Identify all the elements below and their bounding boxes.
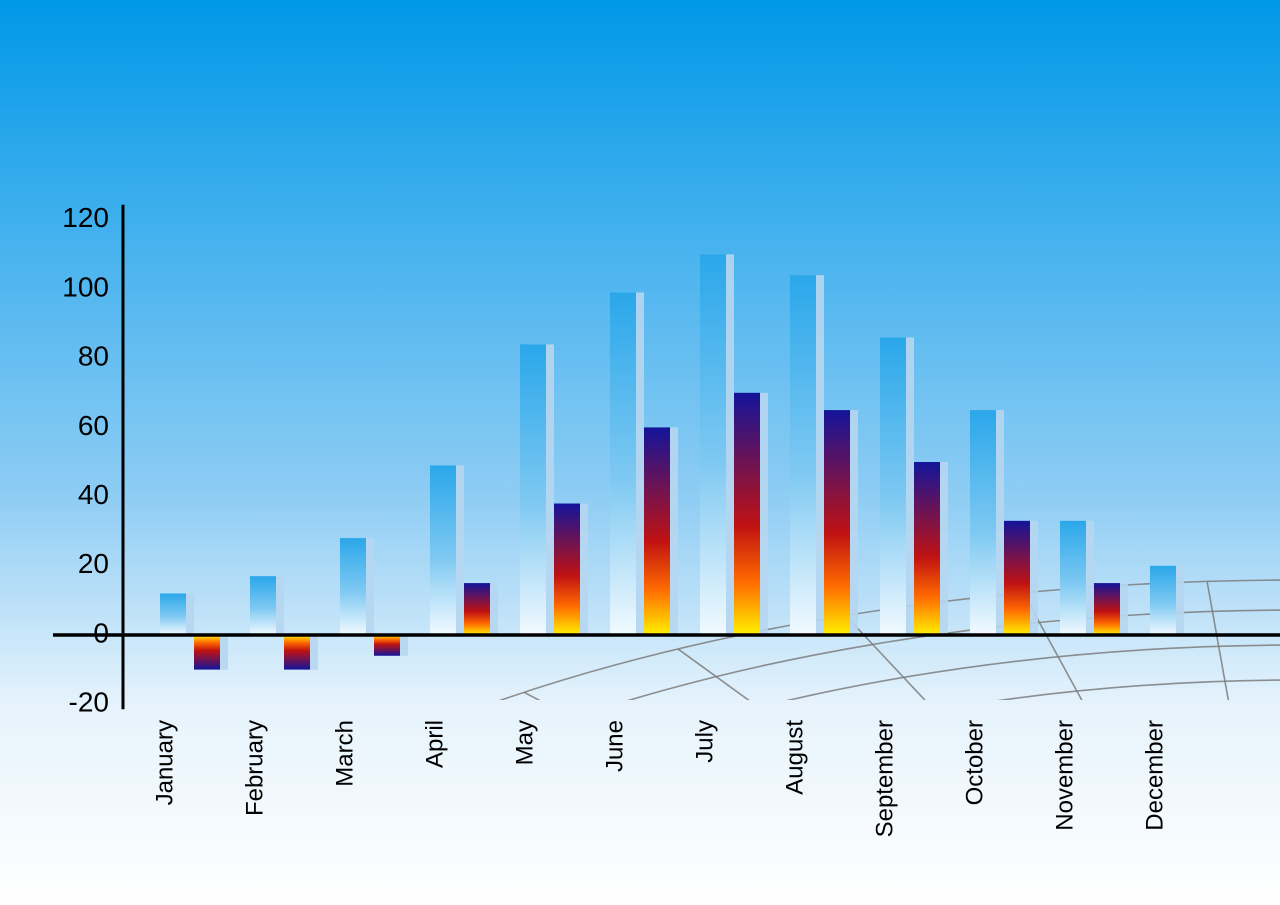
bar-group bbox=[1150, 566, 1184, 635]
bar-series-a bbox=[970, 410, 996, 635]
y-tick-label: 20 bbox=[78, 548, 109, 579]
bar-series-b bbox=[824, 410, 850, 635]
bar-series-a bbox=[790, 275, 816, 635]
bar-series-a bbox=[1060, 521, 1086, 635]
bar-series-b bbox=[464, 583, 490, 635]
bar-series-a bbox=[430, 465, 456, 635]
monthly-bar-chart: -20 0 20 40 60 80 100 120 January February March A… bbox=[0, 0, 1280, 905]
bar-series-a bbox=[880, 337, 906, 635]
x-category-label: March bbox=[331, 720, 358, 787]
bar-series-a bbox=[1150, 566, 1176, 635]
bar-series-b bbox=[554, 504, 580, 635]
y-tick-label: -20 bbox=[69, 687, 109, 718]
bar-series-a bbox=[520, 344, 546, 635]
x-category-label: June bbox=[601, 720, 628, 772]
y-tick-label: 80 bbox=[78, 341, 109, 372]
bar-series-b bbox=[1094, 583, 1120, 635]
bar-series-a bbox=[160, 593, 186, 635]
y-tick-label: 40 bbox=[78, 479, 109, 510]
x-category-label: April bbox=[421, 720, 448, 768]
bar-series-b bbox=[374, 635, 400, 656]
bar-series-b bbox=[284, 635, 310, 670]
y-tick-label: 100 bbox=[62, 271, 109, 302]
y-tick-label: 0 bbox=[93, 617, 109, 648]
bar-series-b bbox=[1004, 521, 1030, 635]
bar-series-b bbox=[734, 393, 760, 635]
bar-series-b bbox=[644, 427, 670, 635]
x-category-label: August bbox=[781, 720, 808, 795]
bar-series-a bbox=[250, 576, 276, 635]
bar-series-a bbox=[610, 292, 636, 635]
x-category-label: May bbox=[511, 720, 538, 765]
bar-series-a bbox=[340, 538, 366, 635]
x-category-label: January bbox=[151, 720, 178, 805]
x-category-label: November bbox=[1051, 720, 1078, 831]
x-category-label: October bbox=[961, 720, 988, 805]
bar-series-a bbox=[700, 254, 726, 635]
bar-series-b bbox=[194, 635, 220, 670]
x-category-label: July bbox=[691, 720, 718, 763]
bar-series-b bbox=[914, 462, 940, 635]
y-tick-label: 120 bbox=[62, 202, 109, 233]
x-category-label: February bbox=[241, 720, 268, 816]
x-category-label: September bbox=[871, 720, 898, 837]
x-category-label: December bbox=[1141, 720, 1168, 831]
chart-container: { "chart": { "type": "grouped-bar-3d", "… bbox=[0, 0, 1280, 905]
y-tick-label: 60 bbox=[78, 410, 109, 441]
